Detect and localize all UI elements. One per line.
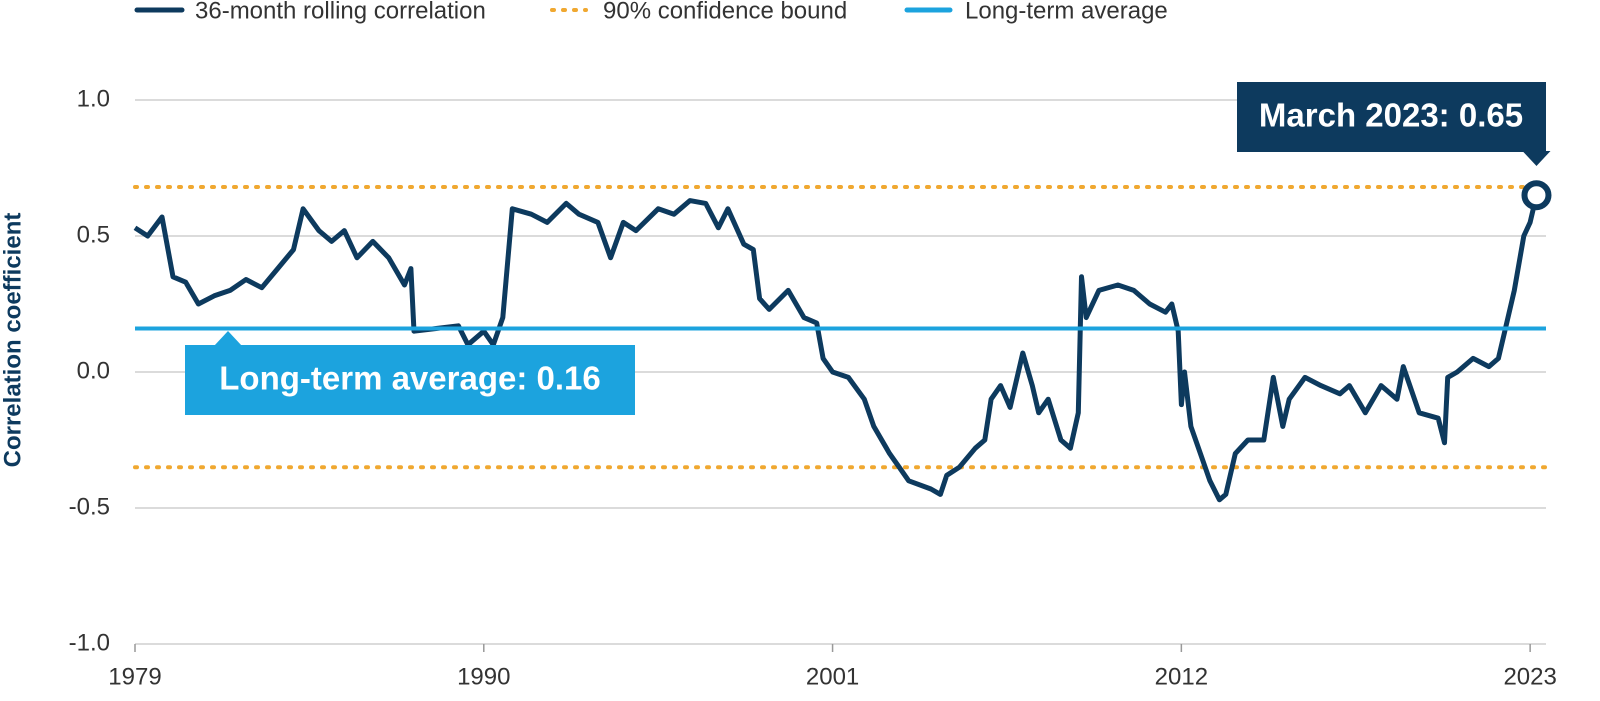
- y-tick-label: 0.0: [77, 357, 110, 384]
- annotation-box: [1237, 82, 1546, 152]
- annotation-pointer: [214, 331, 242, 346]
- x-tick-label: 1979: [108, 663, 161, 690]
- x-tick-label: 2001: [806, 663, 859, 690]
- y-axis-title: Correlation coefficient: [0, 213, 26, 468]
- last-point-marker: [1521, 180, 1552, 211]
- legend-label: 90% confidence bound: [603, 0, 847, 24]
- legend-label: Long-term average: [965, 0, 1168, 24]
- y-tick-label: -1.0: [69, 629, 110, 656]
- x-tick-label: 1990: [457, 663, 510, 690]
- y-tick-label: -0.5: [69, 493, 110, 520]
- data-line: [133, 194, 1539, 503]
- y-tick-label: 1.0: [77, 85, 110, 112]
- annotation-box: [185, 345, 635, 415]
- y-tick-label: 0.5: [77, 221, 110, 248]
- x-tick-label: 2023: [1503, 663, 1556, 690]
- legend-label: 36-month rolling correlation: [195, 0, 486, 24]
- annotation-pointer: [1522, 151, 1551, 166]
- annotation-text: March 2023: 0.65: [1259, 97, 1523, 134]
- x-tick-label: 2012: [1155, 663, 1208, 690]
- annotation-text: Long-term average: 0.16: [219, 360, 600, 397]
